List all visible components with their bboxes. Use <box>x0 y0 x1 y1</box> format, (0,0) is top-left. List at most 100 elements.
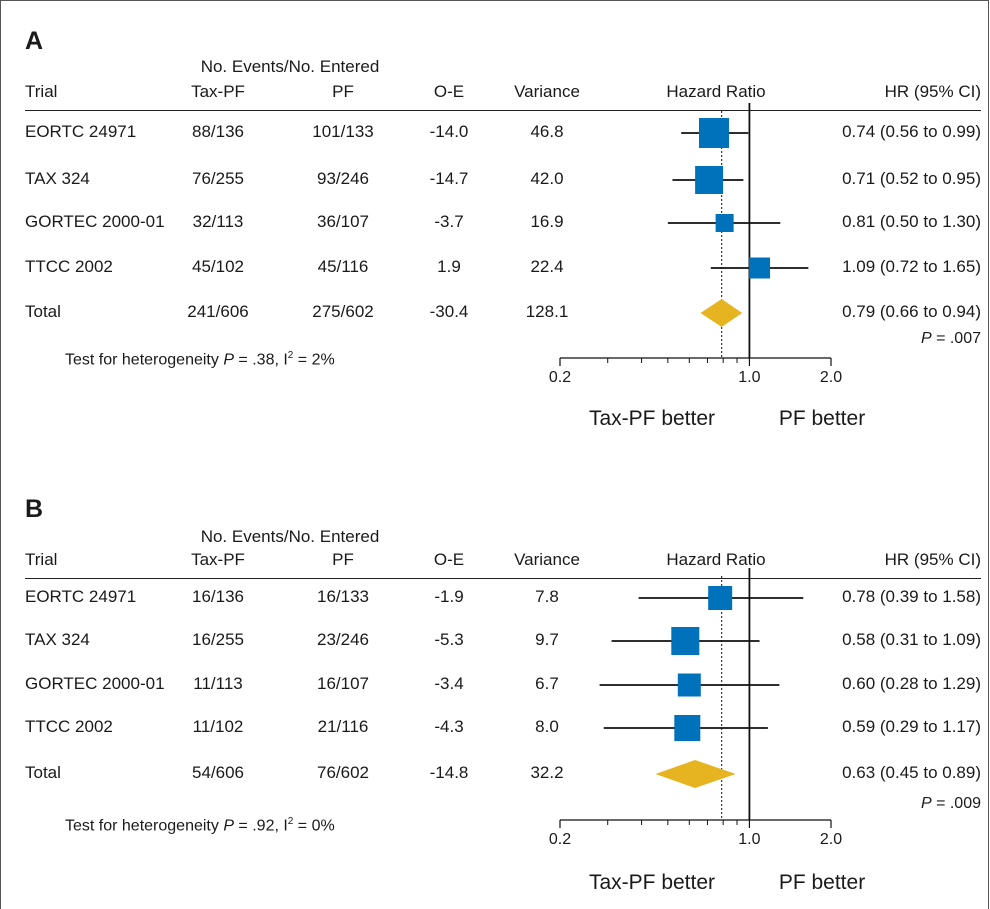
pooled-diamond <box>655 760 736 788</box>
pf-events: 21/116 <box>317 717 369 736</box>
pf-events: 275/602 <box>312 302 374 321</box>
trial-name: GORTEC 2000-01 <box>25 674 165 693</box>
study-square <box>671 627 700 655</box>
pf-events: 16/133 <box>317 587 369 606</box>
col-header-tax-pf: Tax-PF <box>191 550 245 569</box>
hr-ci-value: 0.74 (0.56 to 0.99) <box>842 122 981 141</box>
hr-ci-value: 1.09 (0.72 to 1.65) <box>842 257 981 276</box>
pf-events: 16/107 <box>317 674 369 693</box>
col-header-oe: O-E <box>433 82 465 101</box>
o-e-value: -4.3 <box>434 717 464 736</box>
tax-pf-events: 76/255 <box>192 169 244 188</box>
trial-name: EORTC 24971 <box>25 587 137 606</box>
trial-name: EORTC 24971 <box>25 122 137 141</box>
tax-pf-events: 241/606 <box>187 302 249 321</box>
tax-pf-events: 11/102 <box>192 717 244 736</box>
pf-events: 23/246 <box>317 630 369 649</box>
variance-value: 16.9 <box>530 212 564 231</box>
hr-ci-value: 0.79 (0.66 to 0.94) <box>842 302 981 321</box>
x-tick-label: 0.2 <box>549 369 571 386</box>
variance-value: 7.8 <box>535 587 559 606</box>
group-header: No. Events/No. Entered <box>200 527 380 546</box>
o-e-value: -5.3 <box>434 630 464 649</box>
col-header-hr-ci: HR (95% CI) <box>884 550 981 569</box>
trial-name: Total <box>25 302 61 321</box>
trial-name: TTCC 2002 <box>25 717 113 736</box>
header-rule <box>25 578 981 579</box>
tax-pf-events: 11/113 <box>193 674 243 693</box>
header-rule <box>25 110 981 111</box>
col-header-trial: Trial <box>25 550 58 569</box>
trial-name: Total <box>25 763 61 782</box>
x-tick-label: 1.0 <box>738 369 760 386</box>
col-header-oe: O-E <box>433 550 465 569</box>
hr-ci-value: 0.71 (0.52 to 0.95) <box>842 169 981 188</box>
col-header-variance: Variance <box>514 82 580 101</box>
col-header-pf: PF <box>332 82 354 101</box>
tax-pf-events: 16/255 <box>192 630 244 649</box>
heterogeneity-text: Test for heterogeneity P = .38, I2 = 2% <box>65 350 335 369</box>
o-e-value: -3.7 <box>434 212 464 231</box>
hr-ci-value: 0.63 (0.45 to 0.89) <box>842 763 981 782</box>
pf-events: 101/133 <box>312 122 374 141</box>
total-p-value: P = .007 <box>920 330 981 347</box>
tax-pf-events: 88/136 <box>192 122 244 141</box>
trial-name: TAX 324 <box>25 169 90 188</box>
col-header-hr-ci: HR (95% CI) <box>884 82 981 101</box>
panel-a: A No. Events/No. Entered Trial Tax-PF PF… <box>0 0 990 440</box>
tax-pf-better-label: Tax-PF better <box>588 407 716 430</box>
variance-value: 22.4 <box>530 257 564 276</box>
col-header-trial: Trial <box>25 82 58 101</box>
pf-better-label: PF better <box>778 407 866 430</box>
pf-events: 93/246 <box>317 169 369 188</box>
variance-value: 42.0 <box>530 169 564 188</box>
col-header-variance: Variance <box>514 550 580 569</box>
total-p-value: P = .009 <box>920 795 981 812</box>
forest-plot-b: 0.2 1.0 2.0 <box>549 568 842 848</box>
panel-letter: A <box>25 27 44 55</box>
pf-events: 45/116 <box>317 257 369 276</box>
variance-value: 6.7 <box>535 674 559 693</box>
heterogeneity-text: Test for heterogeneity P = .92, I2 = 0% <box>65 816 335 835</box>
trial-name: GORTEC 2000-01 <box>25 212 165 231</box>
trial-name: TTCC 2002 <box>25 257 113 276</box>
group-header: No. Events/No. Entered <box>200 57 380 76</box>
pf-better-label: PF better <box>778 871 866 894</box>
panel-b: B No. Events/No. Entered Trial Tax-PF PF… <box>0 465 990 905</box>
study-square <box>708 586 733 610</box>
hr-ci-value: 0.60 (0.28 to 1.29) <box>842 674 981 693</box>
tax-pf-events: 32/113 <box>192 212 244 231</box>
trial-name: TAX 324 <box>25 630 90 649</box>
study-square <box>698 118 729 148</box>
o-e-value: -3.4 <box>434 674 464 693</box>
panel-letter: B <box>25 495 44 523</box>
study-square <box>695 166 724 194</box>
hr-ci-value: 0.58 (0.31 to 1.09) <box>842 630 981 649</box>
tax-pf-events: 45/102 <box>192 257 244 276</box>
pooled-diamond <box>700 299 743 327</box>
col-header-hazard-ratio: Hazard Ratio <box>666 82 766 101</box>
o-e-value: 1.9 <box>437 257 461 276</box>
study-square <box>674 715 701 741</box>
o-e-value: -1.9 <box>434 587 464 606</box>
hr-ci-value: 0.59 (0.29 to 1.17) <box>842 717 981 736</box>
hr-ci-value: 0.78 (0.39 to 1.58) <box>842 587 981 606</box>
variance-value: 128.1 <box>525 302 569 321</box>
o-e-value: -14.0 <box>429 122 469 141</box>
study-square <box>749 257 771 279</box>
study-square <box>677 673 701 697</box>
variance-value: 32.2 <box>530 763 564 782</box>
x-tick-label: 2.0 <box>820 831 842 848</box>
x-tick-label: 2.0 <box>820 369 842 386</box>
tax-pf-events: 54/606 <box>192 763 244 782</box>
variance-value: 8.0 <box>535 717 559 736</box>
study-square <box>715 214 734 232</box>
hr-ci-value: 0.81 (0.50 to 1.30) <box>842 212 981 231</box>
o-e-value: -14.7 <box>429 169 469 188</box>
tax-pf-better-label: Tax-PF better <box>588 871 716 894</box>
col-header-tax-pf: Tax-PF <box>191 82 245 101</box>
pf-events: 76/602 <box>317 763 369 782</box>
pf-events: 36/107 <box>317 212 369 231</box>
x-tick-label: 0.2 <box>549 831 571 848</box>
